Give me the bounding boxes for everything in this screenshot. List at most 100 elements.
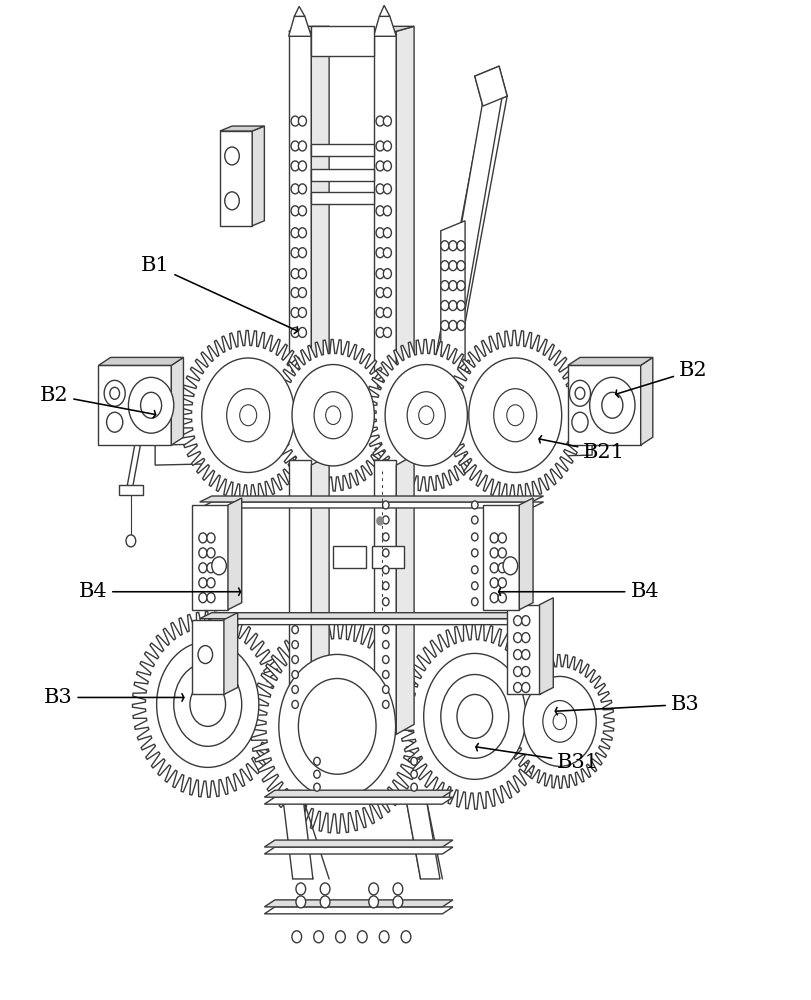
Circle shape [521, 682, 529, 692]
Polygon shape [283, 799, 312, 879]
Circle shape [375, 116, 384, 126]
Circle shape [393, 883, 402, 895]
Bar [288, 460, 311, 734]
Circle shape [383, 269, 391, 279]
Circle shape [503, 557, 517, 575]
Circle shape [290, 141, 298, 151]
Circle shape [375, 206, 384, 216]
Polygon shape [264, 790, 453, 797]
Circle shape [457, 281, 465, 291]
Bar [333, 546, 365, 568]
Circle shape [104, 380, 125, 406]
Polygon shape [311, 26, 328, 465]
Circle shape [298, 248, 306, 258]
Circle shape [298, 288, 306, 298]
Circle shape [490, 593, 498, 603]
Circle shape [106, 412, 122, 432]
Circle shape [313, 783, 320, 791]
Bar [373, 31, 396, 465]
Circle shape [490, 548, 498, 558]
Circle shape [375, 141, 384, 151]
Polygon shape [200, 613, 543, 619]
Circle shape [471, 598, 478, 606]
Circle shape [383, 228, 391, 238]
Circle shape [128, 377, 174, 433]
Circle shape [199, 548, 207, 558]
Circle shape [295, 896, 305, 908]
Circle shape [207, 563, 215, 573]
Polygon shape [288, 31, 312, 460]
Circle shape [325, 406, 341, 425]
Circle shape [382, 685, 388, 693]
Circle shape [383, 248, 391, 258]
Polygon shape [220, 126, 264, 131]
Circle shape [375, 248, 384, 258]
Circle shape [448, 301, 457, 311]
Polygon shape [191, 505, 228, 610]
Polygon shape [98, 365, 171, 445]
Circle shape [498, 563, 506, 573]
Polygon shape [288, 26, 328, 31]
Bar [373, 460, 396, 734]
Circle shape [201, 358, 294, 472]
Circle shape [320, 896, 329, 908]
Circle shape [471, 533, 478, 541]
Circle shape [291, 931, 301, 943]
Circle shape [292, 365, 374, 466]
Polygon shape [567, 365, 640, 445]
Circle shape [423, 653, 526, 779]
Circle shape [382, 626, 388, 634]
Circle shape [382, 566, 388, 574]
Circle shape [157, 641, 259, 767]
Text: B1: B1 [140, 256, 297, 334]
Circle shape [291, 641, 298, 649]
Circle shape [543, 701, 576, 742]
Circle shape [451, 687, 498, 746]
Polygon shape [399, 624, 549, 809]
Polygon shape [200, 496, 543, 502]
Circle shape [290, 161, 298, 171]
Polygon shape [155, 435, 591, 465]
Polygon shape [264, 900, 453, 907]
Circle shape [401, 931, 410, 943]
Circle shape [490, 578, 498, 588]
Text: B4: B4 [79, 582, 240, 601]
Circle shape [457, 320, 465, 330]
Circle shape [521, 633, 529, 643]
Circle shape [498, 548, 506, 558]
Circle shape [457, 301, 465, 311]
Circle shape [382, 671, 388, 679]
Circle shape [298, 327, 306, 337]
Polygon shape [288, 31, 312, 460]
Circle shape [379, 931, 388, 943]
Circle shape [490, 533, 498, 543]
Circle shape [199, 533, 207, 543]
Circle shape [198, 646, 212, 664]
Text: B31: B31 [475, 743, 599, 772]
Circle shape [448, 261, 457, 271]
Polygon shape [252, 126, 264, 226]
Polygon shape [132, 612, 283, 797]
Circle shape [457, 241, 465, 251]
Polygon shape [251, 620, 423, 833]
Circle shape [207, 593, 215, 603]
Circle shape [291, 685, 298, 693]
Polygon shape [272, 339, 394, 491]
Circle shape [440, 281, 448, 291]
Polygon shape [364, 339, 487, 491]
Circle shape [375, 269, 384, 279]
Circle shape [212, 557, 226, 575]
Polygon shape [539, 598, 552, 694]
Circle shape [290, 116, 298, 126]
Circle shape [310, 693, 364, 760]
Circle shape [357, 931, 367, 943]
Polygon shape [264, 907, 453, 914]
Circle shape [313, 931, 323, 943]
Circle shape [471, 582, 478, 590]
Circle shape [290, 248, 298, 258]
Circle shape [291, 671, 298, 679]
Circle shape [382, 656, 388, 664]
Circle shape [190, 682, 225, 726]
Circle shape [109, 387, 119, 399]
Circle shape [513, 682, 521, 692]
